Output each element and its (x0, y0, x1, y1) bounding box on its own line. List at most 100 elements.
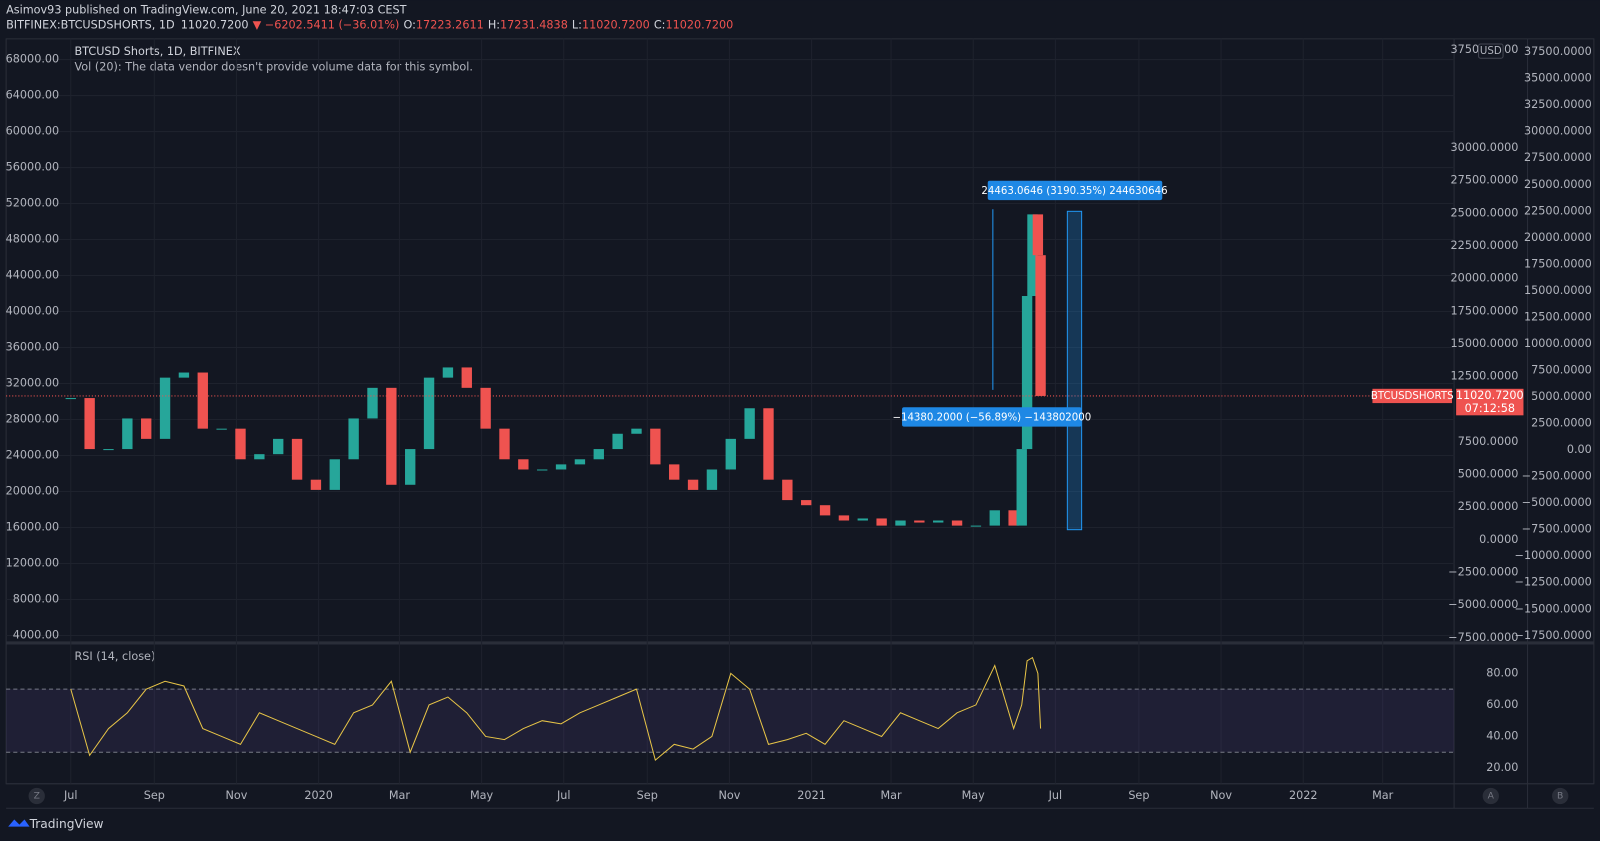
symbol-line: BITFINEX:BTCUSDSHORTS, 1D 11020.7200 ▼ −62… (6, 19, 733, 32)
symbol: BITFINEX:BTCUSDSHORTS, 1D (6, 19, 175, 32)
candle (122, 418, 133, 450)
candle (216, 428, 227, 430)
candle (951, 520, 963, 526)
x-tick-label: 2022 (1289, 789, 1318, 802)
candle (669, 464, 680, 480)
y3-tick-label: 5000.0000 (1531, 390, 1592, 403)
candle (895, 520, 906, 526)
candle (857, 518, 868, 521)
rsi-band (6, 689, 1455, 753)
ohlc-value: 11020.7200 (665, 19, 733, 32)
candle (84, 398, 95, 450)
y2-tick-label: 2500.0000 (1458, 500, 1519, 513)
candle (555, 464, 567, 470)
y3-tick-label: −2500.0000 (1522, 470, 1592, 483)
chart-title: BTCUSD Shorts, 1D, BITFINEX (74, 45, 240, 58)
x-tick-label: Jul (556, 789, 571, 802)
candle (103, 449, 114, 451)
corner-button (1482, 787, 1499, 805)
corner-button (1552, 787, 1569, 805)
publisher: Asimov93 published on TradingView.com, J… (6, 3, 407, 16)
rsi-tick-label: 80.00 (1486, 666, 1518, 679)
candle (291, 438, 303, 480)
y-tick-label: 44000.00 (6, 269, 60, 282)
y-tick-label: 8000.00 (13, 593, 59, 606)
y3-tick-label: 37500.0000 (1524, 45, 1592, 58)
candle (499, 428, 510, 460)
candle (367, 387, 378, 419)
candle (310, 479, 322, 490)
candle (235, 428, 246, 460)
measure-box (1066, 210, 1083, 531)
y-tick-label: 64000.00 (6, 89, 60, 102)
y-tick-label: 16000.00 (6, 521, 60, 534)
y3-tick-label: −5000.0000 (1522, 496, 1592, 509)
y3-tick-label: −12500.0000 (1515, 576, 1592, 589)
candle (782, 479, 793, 501)
y-tick-label: 68000.00 (6, 53, 60, 66)
y-tick-label: 36000.00 (6, 341, 60, 354)
candle (1032, 214, 1044, 256)
y-tick-label: 52000.00 (6, 197, 60, 210)
ohlc-label: O: (404, 19, 416, 32)
candle (273, 438, 284, 455)
measure-label: −14380.2000 (−56.89%) −143802000 (892, 412, 1091, 423)
y3-tick-label: 10000.0000 (1524, 337, 1592, 350)
candle (744, 408, 755, 439)
y3-tick-label: 20000.0000 (1524, 231, 1592, 244)
corner-button-label: A (1488, 791, 1495, 802)
ohlc-value: 11020.7200 (582, 19, 650, 32)
ohlc-label: C: (654, 19, 666, 32)
y2-tick-label: 5000.0000 (1458, 468, 1519, 481)
candle (687, 479, 699, 490)
candle (537, 469, 548, 471)
candle (159, 377, 171, 439)
candle (423, 377, 435, 450)
rsi-line (70, 656, 1042, 762)
x-tick-label: Jul (63, 789, 78, 802)
candle (461, 367, 472, 388)
candle (650, 428, 661, 465)
measure-badge (902, 407, 1082, 427)
change: ▼ −6202.5411 (−36.01%) (253, 19, 400, 32)
x-tick-label: Sep (144, 789, 165, 802)
y2-tick-label: 30000.0000 (1451, 141, 1519, 154)
y2-tick-label: 20000.0000 (1451, 272, 1519, 285)
measure-label: 24463.0646 (3190.35%) 244630646 (981, 186, 1167, 197)
candle (197, 372, 208, 429)
y3-tick-label: −17500.0000 (1515, 629, 1592, 642)
y3-tick-label: 17500.0000 (1524, 257, 1592, 270)
y2-tick-label: 17500.0000 (1451, 304, 1519, 317)
y2-tick-label: 22500.0000 (1451, 239, 1519, 252)
candle (480, 387, 491, 429)
y-tick-label: 32000.00 (6, 377, 60, 390)
y2-tick-label: −5000.0000 (1448, 598, 1518, 611)
brand-logo (8, 819, 30, 827)
ohlc-label: L: (572, 19, 582, 32)
y2-tick-label: 25000.0000 (1451, 206, 1519, 219)
candle (1016, 449, 1027, 526)
candle (989, 510, 1000, 526)
candle (574, 459, 586, 465)
y3-tick-label: −15000.0000 (1515, 602, 1592, 615)
candle (970, 525, 982, 527)
countdown: 07:12:58 (1465, 402, 1515, 415)
ohlc-label: H: (488, 19, 500, 32)
x-tick-label: Mar (389, 789, 411, 802)
candle (1027, 214, 1038, 297)
x-tick-label: Sep (637, 789, 658, 802)
ohlc-value: 17223.2611 (416, 19, 484, 32)
y3-tick-label: 30000.0000 (1524, 125, 1592, 138)
y2-tick-label: 12500.0000 (1451, 370, 1519, 383)
candle (631, 428, 642, 434)
price-label: 11020.7200 (1456, 389, 1524, 402)
y-tick-label: 24000.00 (6, 449, 60, 462)
rsi-tick-label: 60.00 (1486, 698, 1518, 711)
y3-tick-label: −7500.0000 (1522, 523, 1592, 536)
ohlc-value: 17231.4838 (500, 19, 568, 32)
x-tick-label: May (470, 789, 494, 802)
candle (725, 438, 736, 470)
